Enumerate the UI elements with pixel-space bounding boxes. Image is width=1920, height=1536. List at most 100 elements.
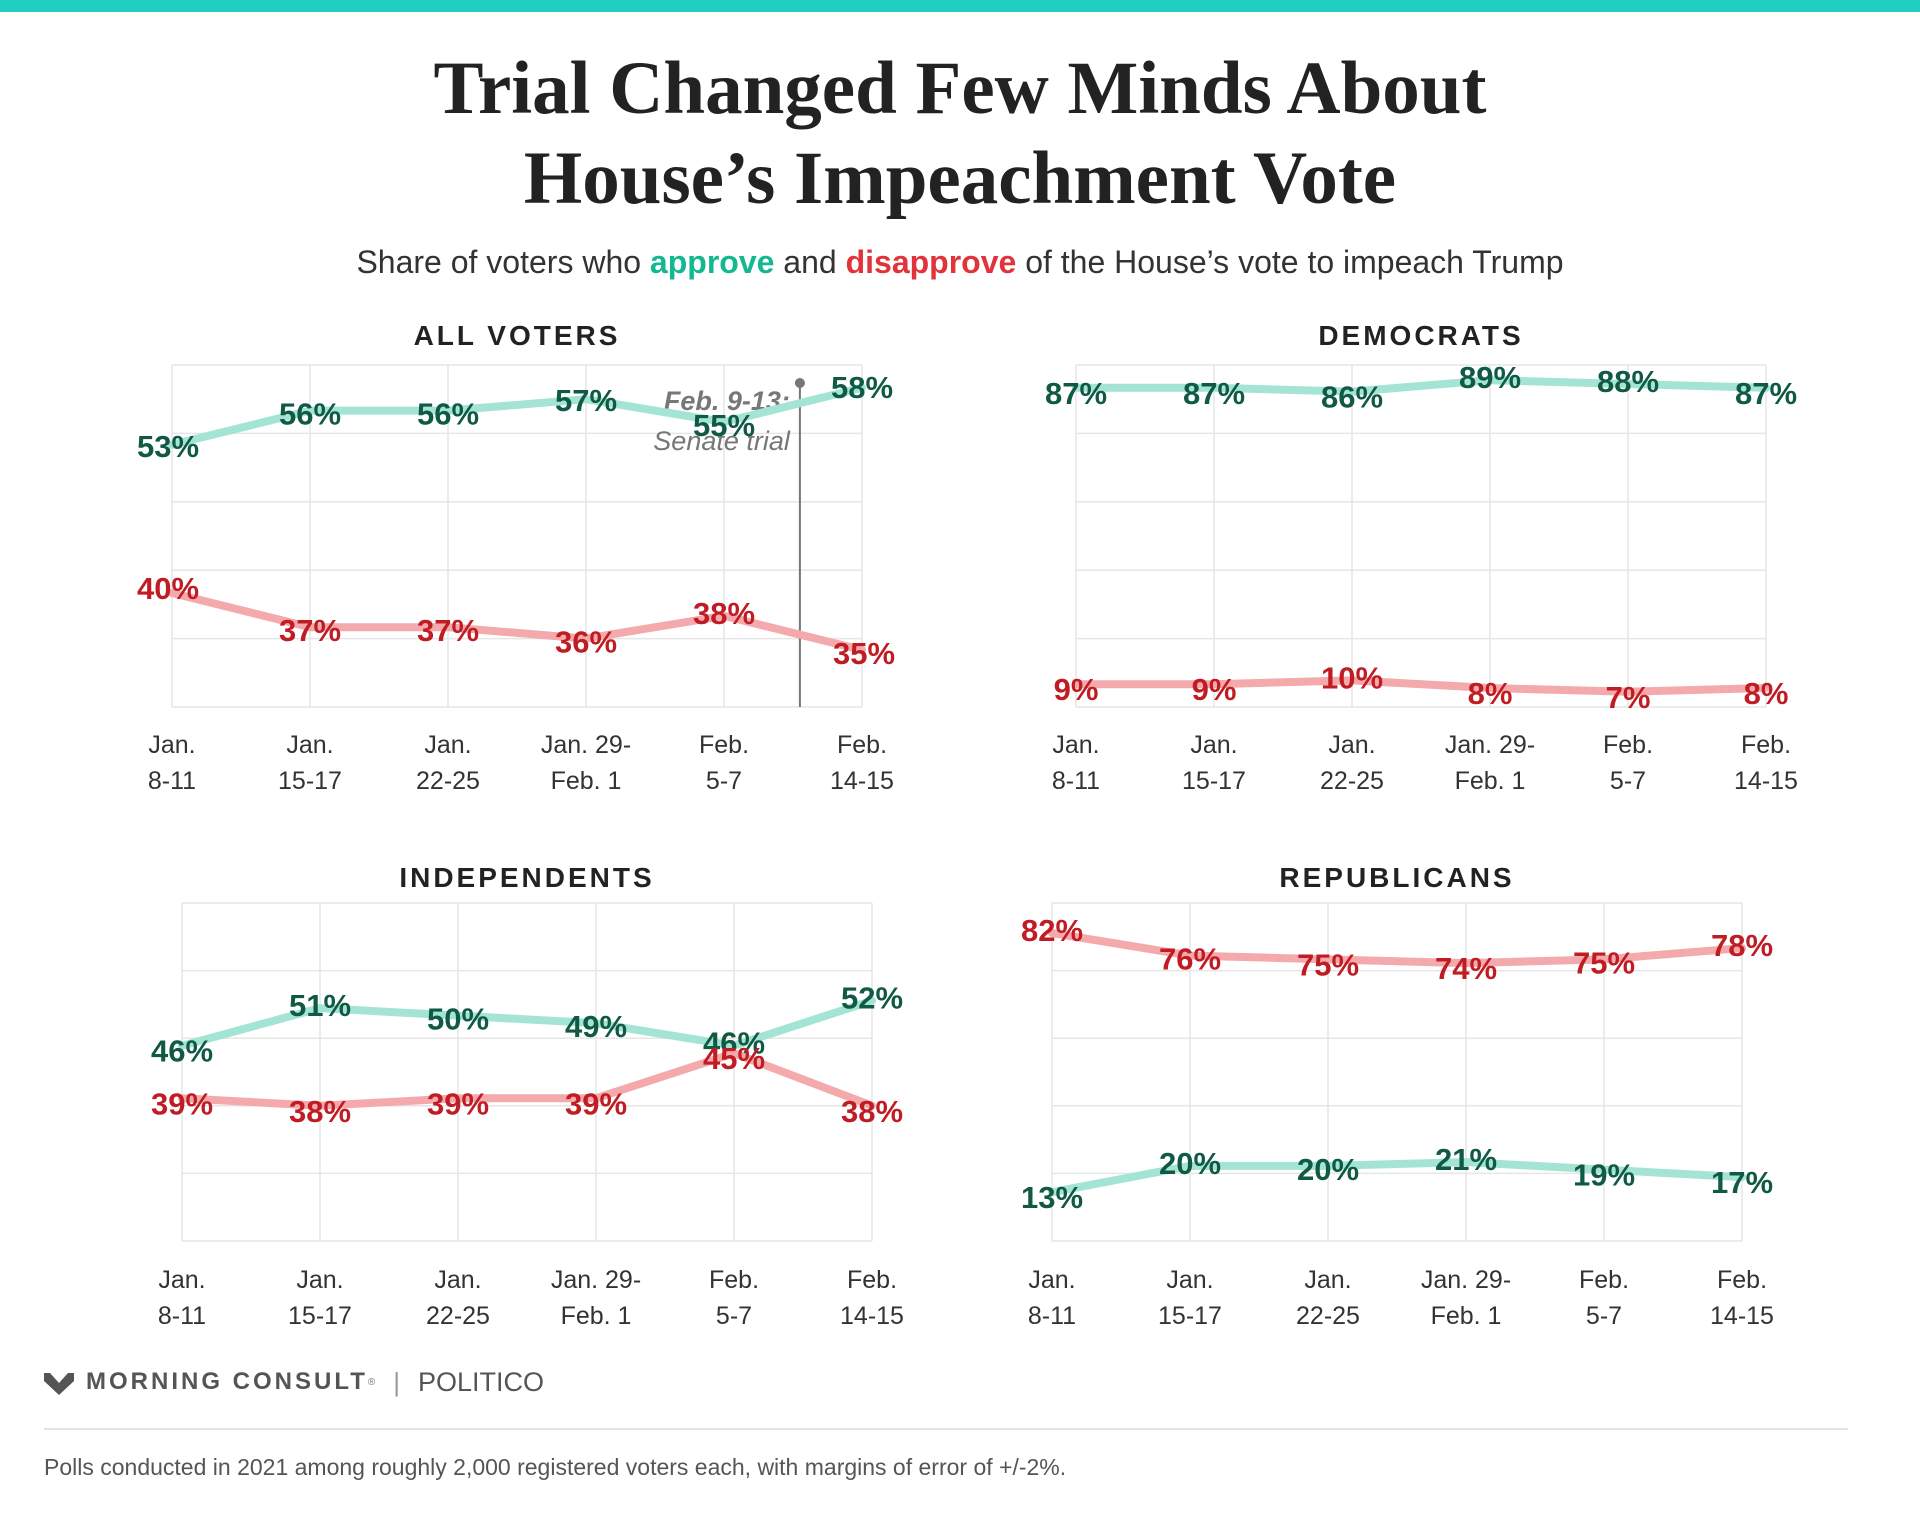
data-label-approve: 49% — [565, 1009, 627, 1044]
x-tick-label: 5-7 — [716, 1302, 752, 1330]
panel-republicans: REPUBLICANS Jan. 8-11 Jan. 15-17 Jan. 22-25 Jan… — [1021, 862, 1774, 1330]
logo-separator: | — [393, 1366, 401, 1397]
series-line-disapprove-democrats — [1072, 676, 1770, 696]
subtitle-disapprove-word: disapprove — [845, 244, 1017, 280]
data-label-disapprove: 37% — [279, 613, 341, 648]
x-tick-label: Feb. 1 — [1455, 767, 1526, 795]
x-tick-label: 22-25 — [1320, 767, 1384, 795]
x-tick-label: 5-7 — [1610, 767, 1646, 795]
data-label-disapprove: 36% — [555, 625, 617, 660]
data-label-approve: 51% — [289, 988, 351, 1023]
subtitle-post: of the House’s vote to impeach Trump — [1016, 244, 1564, 280]
x-tick-label: Feb. 1 — [561, 1302, 632, 1330]
series-line-disapprove-all-voters — [168, 589, 866, 654]
title-line-2: House’s Impeachment Vote — [523, 137, 1397, 220]
data-label-approve: 50% — [427, 1002, 489, 1037]
data-label-approve: 21% — [1435, 1142, 1497, 1177]
gridlines-all-voters — [171, 364, 863, 708]
footer-divider — [44, 1428, 1848, 1430]
x-tick-label: 8-11 — [158, 1302, 206, 1330]
x-tick-label: Feb. — [837, 731, 887, 759]
data-label-disapprove: 38% — [841, 1094, 903, 1129]
data-label-disapprove: 75% — [1573, 945, 1635, 980]
panel-title-republicans: REPUBLICANS — [1279, 862, 1514, 893]
x-tick-label: Feb. — [1579, 1266, 1629, 1294]
x-tick-label: Jan. — [434, 1266, 481, 1294]
panel-independents: INDEPENDENTS Jan. 8-11 Jan. 15-17 Jan. 22-25 Ja… — [151, 862, 904, 1330]
title-line-1: Trial Changed Few Minds About — [433, 47, 1487, 130]
data-label-disapprove: 39% — [151, 1086, 213, 1121]
panel-all-voters: ALL VOTERS Jan. 8-11 Jan. 15-17 Jan. 22-25 Jan.… — [137, 320, 895, 795]
x-tick-label: Jan. 29- — [1421, 1266, 1511, 1294]
x-tick-label: 14-15 — [1734, 767, 1798, 795]
x-tick-label: Jan. — [1304, 1266, 1351, 1294]
annotation-dot — [794, 378, 805, 388]
x-tick-label: Feb. — [847, 1266, 897, 1294]
data-label-approve: 87% — [1045, 376, 1107, 411]
morning-consult-m-icon — [44, 1373, 74, 1395]
x-tick-label: 14-15 — [840, 1302, 904, 1330]
subtitle-mid: and — [774, 244, 846, 280]
x-tick-label: Jan. — [296, 1266, 343, 1294]
data-label-disapprove: 39% — [427, 1086, 489, 1121]
series-line-approve-democrats — [1072, 376, 1770, 396]
x-tick-label: 15-17 — [288, 1302, 352, 1330]
data-label-approve: 55% — [693, 408, 755, 443]
data-label-approve: 58% — [831, 370, 893, 405]
gridlines-democrats — [1075, 364, 1767, 708]
x-tick-label: Jan. — [148, 731, 195, 759]
x-tick-label: Jan. — [1328, 731, 1375, 759]
data-label-approve: 56% — [417, 397, 479, 432]
data-label-disapprove: 37% — [417, 613, 479, 648]
top-accent-bar — [0, 0, 1920, 12]
panel-democrats: DEMOCRATS Jan. 8-11 Jan. 15-17 Jan. 22-25 Jan. … — [1045, 320, 1798, 795]
x-tick-label: 14-15 — [1710, 1302, 1774, 1330]
chart-subtitle: Share of voters who approve and disappro… — [0, 244, 1920, 281]
x-tick-label: Feb. — [1603, 731, 1653, 759]
data-label-approve: 53% — [137, 429, 199, 464]
subtitle-approve-word: approve — [649, 244, 775, 280]
x-tick-label: 22-25 — [416, 767, 480, 795]
data-label-disapprove: 39% — [565, 1086, 627, 1121]
x-tick-label: 8-11 — [1028, 1302, 1076, 1330]
morning-consult-wordmark: MORNING CONSULT — [86, 1368, 368, 1395]
x-tick-label: 5-7 — [706, 767, 742, 795]
data-label-disapprove: 9% — [1054, 672, 1099, 707]
panel-title-democrats: DEMOCRATS — [1318, 320, 1523, 351]
data-label-disapprove: 7% — [1606, 680, 1651, 715]
x-tick-label: Jan. 29- — [541, 731, 631, 759]
panel-title-all-voters: ALL VOTERS — [414, 320, 621, 351]
x-tick-label: Jan. — [158, 1266, 205, 1294]
data-label-approve: 87% — [1183, 376, 1245, 411]
x-tick-label: 8-11 — [148, 767, 196, 795]
x-tick-label: 15-17 — [278, 767, 342, 795]
data-label-disapprove: 9% — [1192, 672, 1237, 707]
data-label-approve: 20% — [1297, 1152, 1359, 1187]
gridlines-independents — [181, 902, 873, 1242]
x-tick-label: Jan. — [286, 731, 333, 759]
data-label-approve: 20% — [1159, 1146, 1221, 1181]
panel-title-independents: INDEPENDENTS — [399, 862, 654, 893]
x-tick-label: Jan. — [424, 731, 471, 759]
data-label-approve: 86% — [1321, 380, 1383, 415]
data-label-disapprove: 38% — [289, 1094, 351, 1129]
data-label-approve: 19% — [1573, 1158, 1635, 1193]
data-label-disapprove: 74% — [1435, 951, 1497, 986]
data-label-disapprove: 75% — [1297, 947, 1359, 982]
footnote: Polls conducted in 2021 among roughly 2,… — [44, 1454, 1067, 1480]
data-label-approve: 13% — [1021, 1180, 1083, 1215]
data-label-approve: 17% — [1711, 1165, 1773, 1200]
x-tick-label: Jan. — [1052, 731, 1099, 759]
data-label-disapprove: 38% — [693, 596, 755, 631]
footer-logo: MORNING CONSULT ® | POLITICO — [44, 1362, 544, 1402]
data-label-disapprove: 40% — [137, 571, 199, 606]
annotation-text: Senate trial — [653, 426, 791, 456]
series-line-approve-all-voters — [168, 383, 866, 449]
series-line-approve-republicans — [1048, 1158, 1746, 1197]
data-label-disapprove: 45% — [703, 1041, 765, 1076]
data-label-approve: 56% — [279, 397, 341, 432]
series-line-approve-independents — [178, 996, 876, 1050]
data-label-approve: 57% — [555, 383, 617, 418]
x-tick-label: Feb. — [1741, 731, 1791, 759]
